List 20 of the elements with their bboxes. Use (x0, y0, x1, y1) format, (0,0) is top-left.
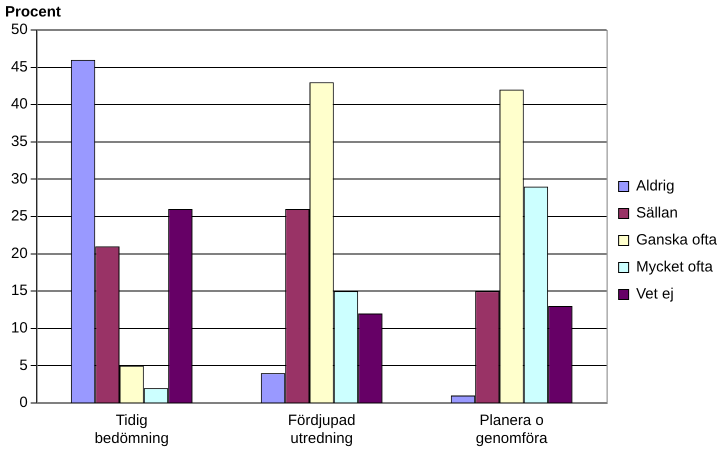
x-tick-label: Planera o genomföra (476, 412, 548, 448)
y-tick-label: 20 (10, 244, 28, 262)
y-tick-label: 25 (10, 208, 28, 225)
y-tick-label: 10 (10, 320, 28, 337)
legend-label: Vet ej (636, 286, 674, 303)
x-tick-label: Tidig bedömning (94, 412, 169, 448)
y-tick-label: 30 (10, 170, 28, 188)
y-tick-label: 0 (19, 394, 28, 412)
y-tick-label: 35 (10, 133, 28, 150)
legend-label: Ganska ofta (636, 232, 718, 249)
y-axis-title: Procent (5, 4, 61, 21)
x-tick-label: Fördjupad utredning (288, 412, 356, 448)
legend-label: Aldrig (636, 178, 674, 195)
legend-label: Mycket ofta (636, 258, 714, 276)
legend-label: Sällan (636, 204, 678, 222)
y-tick-label: 15 (10, 282, 28, 300)
y-tick-label: 40 (10, 96, 28, 113)
y-tick-label: 45 (10, 58, 28, 76)
y-tick-label: 50 (10, 21, 28, 38)
y-tick-label: 5 (19, 356, 28, 374)
